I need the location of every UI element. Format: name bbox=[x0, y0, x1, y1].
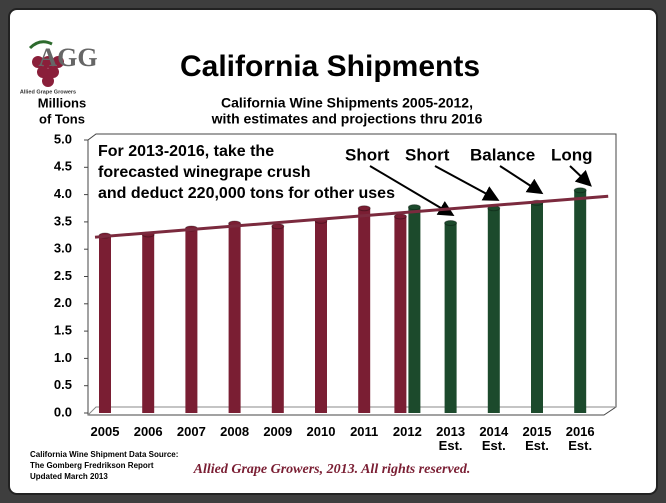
bar bbox=[574, 190, 587, 413]
bar-top bbox=[407, 204, 421, 211]
y-tick-label: 1.0 bbox=[54, 350, 72, 365]
bar bbox=[271, 226, 284, 413]
bar bbox=[408, 207, 421, 413]
y-tick-label: 5.0 bbox=[54, 131, 72, 146]
x-tick-label: 2006 bbox=[133, 424, 163, 439]
note: forecasted winegrape crush bbox=[98, 164, 311, 181]
bar bbox=[142, 234, 155, 413]
x-tick-label: 2016 Est. bbox=[565, 424, 595, 453]
bar-top bbox=[573, 187, 587, 194]
y-tick-label: 4.0 bbox=[54, 186, 72, 201]
note: For 2013-2016, take the bbox=[98, 143, 274, 160]
source: California Wine Shipment Data Source: bbox=[30, 450, 178, 459]
x-tick-label: 2009 bbox=[263, 424, 293, 439]
note: and deduct 220,000 tons for other uses bbox=[98, 185, 395, 202]
x-tick-label: 2015 Est. bbox=[522, 424, 552, 453]
logo: AGG Allied Grape Growers bbox=[20, 40, 98, 95]
source: Updated March 2013 bbox=[30, 472, 108, 481]
bar bbox=[531, 202, 543, 413]
bar bbox=[394, 216, 407, 413]
bar-top bbox=[271, 223, 285, 230]
x-tick-label: 2013 Est. bbox=[436, 424, 466, 453]
chart-title: California Shipments bbox=[180, 50, 480, 83]
x-tick-label: 2007 bbox=[176, 424, 206, 439]
x-tick-label: 2014 Est. bbox=[479, 424, 509, 453]
y-tick-label: 2.0 bbox=[54, 295, 72, 310]
x-tick-label: 2010 bbox=[306, 424, 336, 439]
y-axis-label: Millions bbox=[38, 95, 86, 110]
x-tick-label: 2008 bbox=[220, 424, 250, 439]
floor bbox=[87, 406, 616, 416]
y-tick-label: 3.0 bbox=[54, 241, 72, 256]
bar-top bbox=[444, 219, 458, 226]
subtitle: California Wine Shipments 2005-2012, bbox=[221, 95, 473, 111]
bar bbox=[358, 208, 371, 413]
y-tick-label: 1.5 bbox=[54, 323, 72, 338]
x-tick-label: 2011 bbox=[350, 424, 379, 439]
bar bbox=[99, 235, 111, 413]
annotation: Balance bbox=[470, 145, 535, 164]
annotation: Long bbox=[551, 145, 593, 164]
annotation: Short bbox=[405, 145, 450, 164]
bar bbox=[487, 208, 500, 413]
y-tick-label: 0.0 bbox=[54, 404, 72, 419]
source: The Gomberg Fredrikson Report bbox=[30, 461, 154, 470]
y-tick-label: 2.5 bbox=[54, 268, 72, 283]
logo-caption: Allied Grape Growers bbox=[20, 89, 76, 95]
bar bbox=[444, 222, 457, 413]
logo-letters: AGG bbox=[38, 43, 97, 72]
plot-area bbox=[87, 133, 617, 416]
bar bbox=[228, 223, 241, 413]
bar bbox=[315, 220, 327, 413]
y-tick-label: 0.5 bbox=[54, 377, 72, 392]
bar-top bbox=[357, 205, 371, 212]
subtitle: with estimates and projections thru 2016 bbox=[211, 111, 483, 127]
bar-top bbox=[393, 213, 407, 220]
x-tick-label: 2012 bbox=[392, 424, 422, 439]
annotation: Short bbox=[345, 145, 390, 164]
arrows bbox=[369, 165, 592, 217]
y-axis-label: of Tons bbox=[39, 111, 85, 126]
footer: Allied Grape Growers, 2013. All rights r… bbox=[193, 462, 471, 477]
trend-line bbox=[94, 194, 609, 239]
y-tick-label: 4.5 bbox=[54, 159, 72, 174]
x-tick-label: 2005 bbox=[90, 424, 120, 439]
y-tick-label: 3.5 bbox=[54, 213, 72, 228]
bar bbox=[185, 228, 198, 413]
